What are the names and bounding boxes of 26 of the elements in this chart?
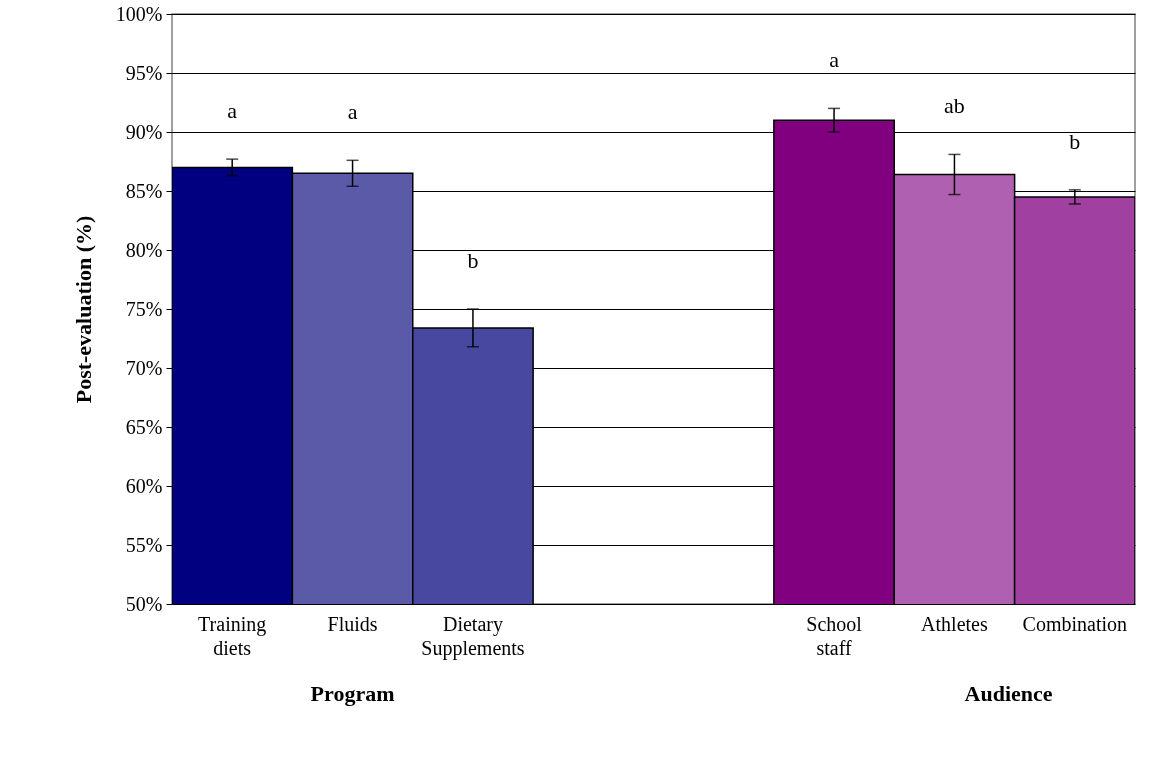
y-tick-label: 80% xyxy=(125,238,163,261)
x-tick-label: Fluids xyxy=(327,612,378,635)
y-axis-title: Post-evaluation (%) xyxy=(70,215,96,404)
y-tick-label: 55% xyxy=(125,533,163,556)
y-tick-label: 75% xyxy=(125,297,163,320)
x-tick-label: Combination xyxy=(1022,612,1128,635)
x-tick-label: Training diets xyxy=(198,612,267,659)
annotation: a xyxy=(227,98,238,124)
x-tick-label: Dietary Supplements xyxy=(421,612,525,660)
y-tick-label: 100% xyxy=(115,2,163,25)
y-tick-label: 95% xyxy=(125,61,163,84)
y-tick-label: 70% xyxy=(125,356,163,379)
y-tick-label: 65% xyxy=(125,415,163,438)
annotation: a xyxy=(829,47,840,73)
y-tick-label: 60% xyxy=(125,474,163,497)
annotation: a xyxy=(347,99,358,125)
annotation: b xyxy=(1069,128,1081,154)
annotation: b xyxy=(467,248,479,273)
text: Audience xyxy=(964,681,1053,706)
y-tick-label: 50% xyxy=(125,592,163,615)
text: Program xyxy=(310,681,395,706)
annotation: ab xyxy=(944,93,965,119)
y-tick-label: 85% xyxy=(125,179,163,202)
x-tick-label: Athletes xyxy=(921,612,988,635)
x-tick-label: School staff xyxy=(806,612,863,659)
y-tick-label: 90% xyxy=(125,120,163,143)
